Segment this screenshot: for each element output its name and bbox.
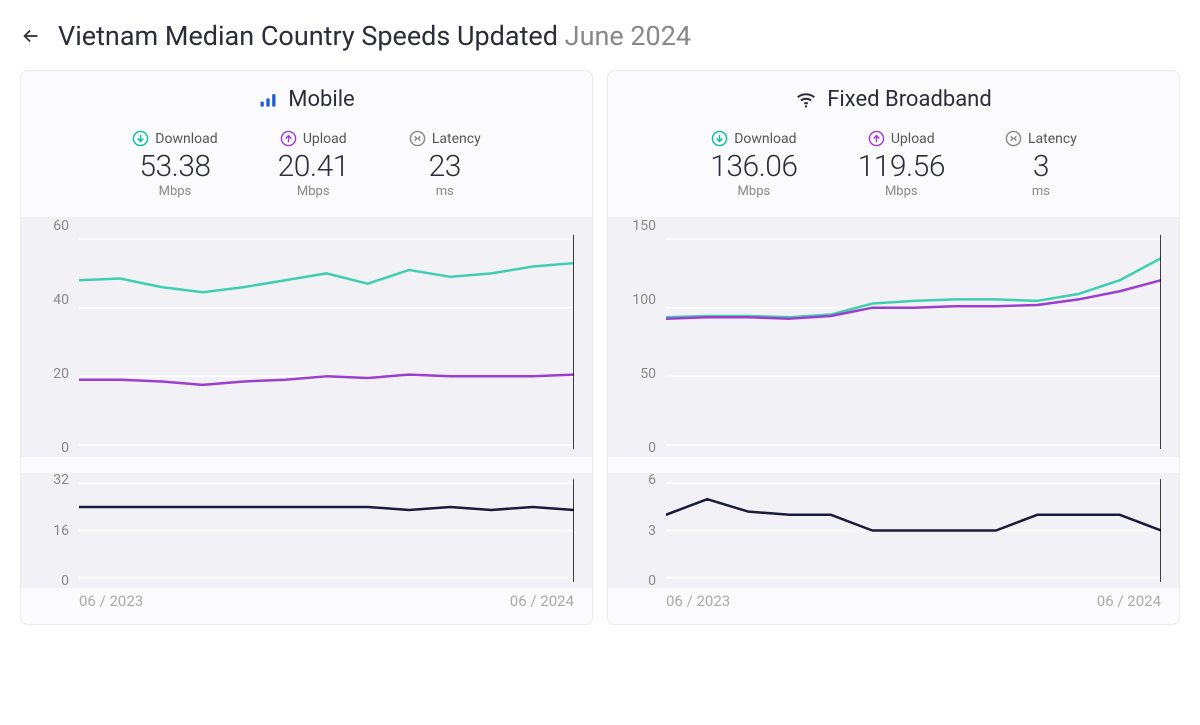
chart-area: 0 50 100 150 0 3 6 xyxy=(608,217,1179,588)
metric-label: Download xyxy=(710,130,797,147)
main-chart: 0 50 100 150 xyxy=(608,217,1179,457)
y-tick-label: 6 xyxy=(608,472,656,488)
panels: Mobile Download 53.38 Mbps Up xyxy=(20,70,1180,625)
wifi-icon xyxy=(795,89,817,111)
metric-unit: ms xyxy=(1005,184,1077,199)
y-tick-label: 16 xyxy=(21,523,69,539)
metric-upload: Upload 20.41 Mbps xyxy=(278,130,349,199)
metric-label: Upload xyxy=(858,130,945,147)
y-tick-label: 100 xyxy=(608,292,656,308)
y-tick-label: 50 xyxy=(608,366,656,382)
y-tick-label: 0 xyxy=(608,440,656,456)
page-title: Vietnam Median Country Speeds Updated Ju… xyxy=(58,20,691,52)
x-start-label: 06 / 2023 xyxy=(79,592,143,610)
x-axis-labels: 06 / 2023 06 / 2024 xyxy=(21,588,592,624)
metric-value: 136.06 xyxy=(710,149,797,184)
metric-unit: Mbps xyxy=(710,184,797,199)
metric-download: Download 136.06 Mbps xyxy=(710,130,797,199)
download-icon xyxy=(132,130,149,147)
latency-icon xyxy=(1005,130,1022,147)
latency-chart: 0 16 32 xyxy=(21,473,592,588)
metric-label: Upload xyxy=(278,130,349,147)
metric-unit: ms xyxy=(409,184,481,199)
y-tick-label: 20 xyxy=(21,366,69,382)
metric-label: Latency xyxy=(409,130,481,147)
y-tick-label: 32 xyxy=(21,472,69,488)
metric-download: Download 53.38 Mbps xyxy=(132,130,217,199)
back-arrow-icon[interactable] xyxy=(20,25,42,47)
metrics-row: Download 136.06 Mbps Upload 119.56 Mbps xyxy=(608,122,1179,217)
y-tick-label: 0 xyxy=(21,440,69,456)
metric-value: 23 xyxy=(409,149,481,184)
latency-icon xyxy=(409,130,426,147)
y-tick-label: 3 xyxy=(608,523,656,539)
metric-upload: Upload 119.56 Mbps xyxy=(858,130,945,199)
panel-title-text: Mobile xyxy=(288,87,354,112)
metric-value: 20.41 xyxy=(278,149,349,184)
metric-unit: Mbps xyxy=(858,184,945,199)
panel-mobile: Mobile Download 53.38 Mbps Up xyxy=(20,70,593,625)
title-main: Vietnam Median Country Speeds Updated xyxy=(58,20,565,52)
upload-icon xyxy=(280,130,297,147)
panel-title: Mobile xyxy=(21,71,592,122)
y-tick-label: 150 xyxy=(608,218,656,234)
y-tick-label: 0 xyxy=(21,573,69,589)
metric-latency: Latency 23 ms xyxy=(409,130,481,199)
download-icon xyxy=(711,130,728,147)
x-start-label: 06 / 2023 xyxy=(666,592,730,610)
x-end-label: 06 / 2024 xyxy=(510,592,574,610)
metric-label: Download xyxy=(132,130,217,147)
y-tick-label: 60 xyxy=(21,218,69,234)
panel-title: Fixed Broadband xyxy=(608,71,1179,122)
metric-unit: Mbps xyxy=(278,184,349,199)
metrics-row: Download 53.38 Mbps Upload 20.41 Mbps xyxy=(21,122,592,217)
x-end-label: 06 / 2024 xyxy=(1097,592,1161,610)
upload-icon xyxy=(868,130,885,147)
main-chart: 0 20 40 60 xyxy=(21,217,592,457)
x-axis-labels: 06 / 2023 06 / 2024 xyxy=(608,588,1179,624)
bars-icon xyxy=(258,90,278,110)
metric-value: 3 xyxy=(1005,149,1077,184)
metric-value: 119.56 xyxy=(858,149,945,184)
metric-label: Latency xyxy=(1005,130,1077,147)
metric-unit: Mbps xyxy=(132,184,217,199)
title-date: June 2024 xyxy=(565,20,691,52)
y-tick-label: 0 xyxy=(608,573,656,589)
metric-value: 53.38 xyxy=(132,149,217,184)
chart-area: 0 20 40 60 0 16 32 xyxy=(21,217,592,588)
page-header: Vietnam Median Country Speeds Updated Ju… xyxy=(20,20,1180,52)
y-tick-label: 40 xyxy=(21,292,69,308)
panel-title-text: Fixed Broadband xyxy=(827,87,991,112)
metric-latency: Latency 3 ms xyxy=(1005,130,1077,199)
panel-fixed: Fixed Broadband Download 136.06 Mbps xyxy=(607,70,1180,625)
latency-chart: 0 3 6 xyxy=(608,473,1179,588)
